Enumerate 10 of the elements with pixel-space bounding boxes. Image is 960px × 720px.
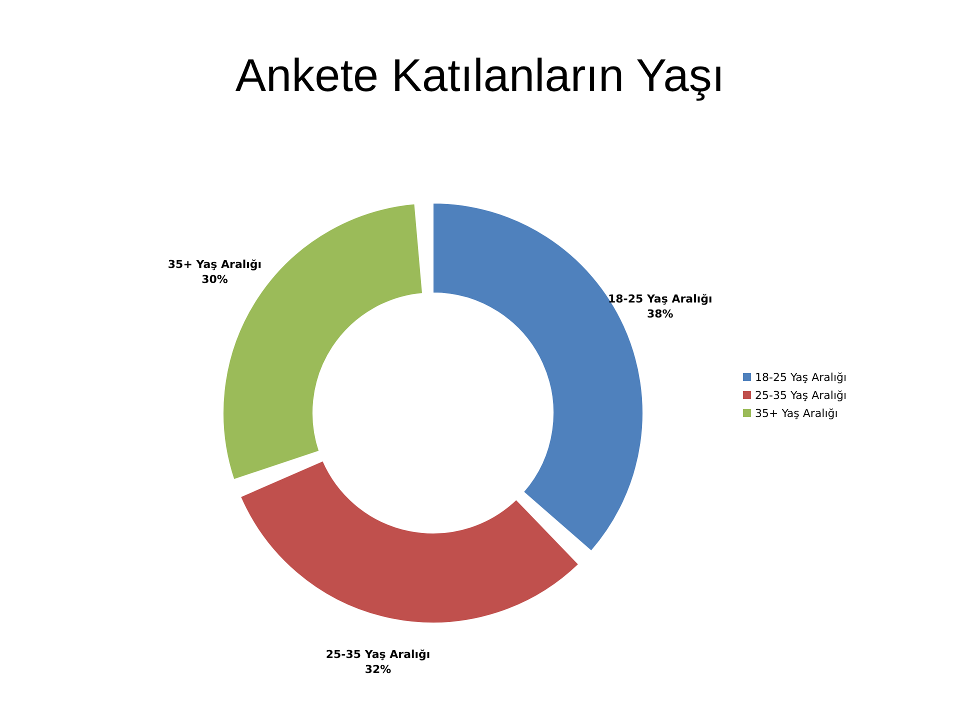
legend-label: 18-25 Yaş Aralığı	[755, 371, 847, 384]
slice-label: 35+ Yaş Aralığı	[168, 258, 262, 272]
slice-label: 18-25 Yaş Aralığı	[608, 292, 712, 306]
data-label: 38%	[646, 307, 674, 320]
data-label: 32%	[364, 663, 392, 676]
data-label: 30%	[202, 273, 228, 286]
legend-label: 25-35 Yaş Aralığı	[755, 389, 847, 402]
slice-label: 25-35 Yaş Aralığı	[326, 648, 430, 662]
legend-label: 35+ Yaş Aralığı	[755, 407, 838, 420]
chart-title: Ankete Katılanların Yaşı	[234, 48, 726, 102]
